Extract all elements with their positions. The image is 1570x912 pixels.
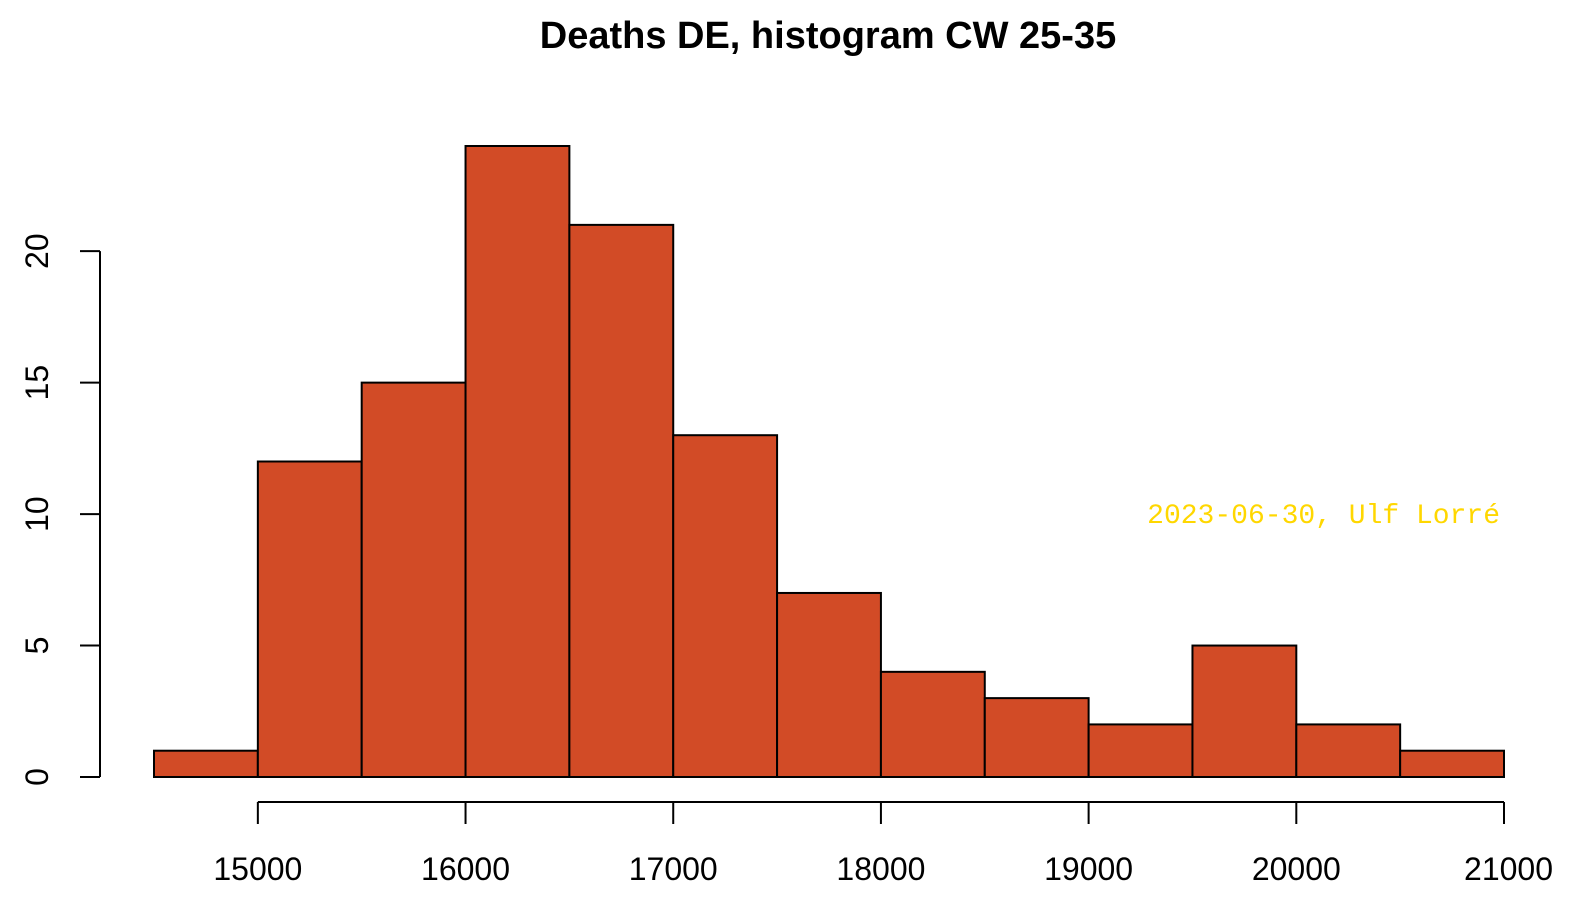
y-tick-label-1: 5 [19,637,55,655]
histogram-bar-8 [983,697,1090,778]
y-axis: 0 5 10 15 20 [19,233,101,786]
histogram-bar-1 [256,460,363,778]
x-tick-label-4: 19000 [1044,851,1133,887]
histogram-bar-0 [153,749,259,778]
histogram-bar-6 [776,591,882,778]
y-tick-label-0: 0 [19,768,55,786]
histogram-bar-3 [464,145,571,778]
x-tick-label-0: 15000 [213,851,302,887]
y-tick-label-3: 15 [19,365,55,401]
chart-title: Deaths DE, histogram CW 25-35 [540,15,1116,57]
histogram-bar-2 [360,381,467,778]
y-tick-label-2: 10 [19,496,55,532]
bars-group [153,145,1505,779]
histogram-bar-12 [1399,749,1505,778]
histogram-bar-5 [672,434,779,778]
credit-annotation: 2023-06-30, Ulf Lorré [1147,501,1500,532]
histogram-bar-4 [568,223,675,778]
histogram-bar-10 [1191,644,1298,779]
histogram-bar-7 [879,670,986,778]
histogram-bar-9 [1087,723,1194,779]
x-tick-label-2: 17000 [629,851,718,887]
y-tick-label-4: 20 [19,233,55,269]
x-tick-label-3: 18000 [836,851,925,887]
x-tick-label-6: 21000 [1464,851,1553,887]
x-axis: 15000 16000 17000 18000 19000 20000 21000 [213,801,1553,887]
x-tick-label-5: 20000 [1252,851,1341,887]
histogram-bar-11 [1295,723,1402,779]
x-tick-label-1: 16000 [421,851,510,887]
